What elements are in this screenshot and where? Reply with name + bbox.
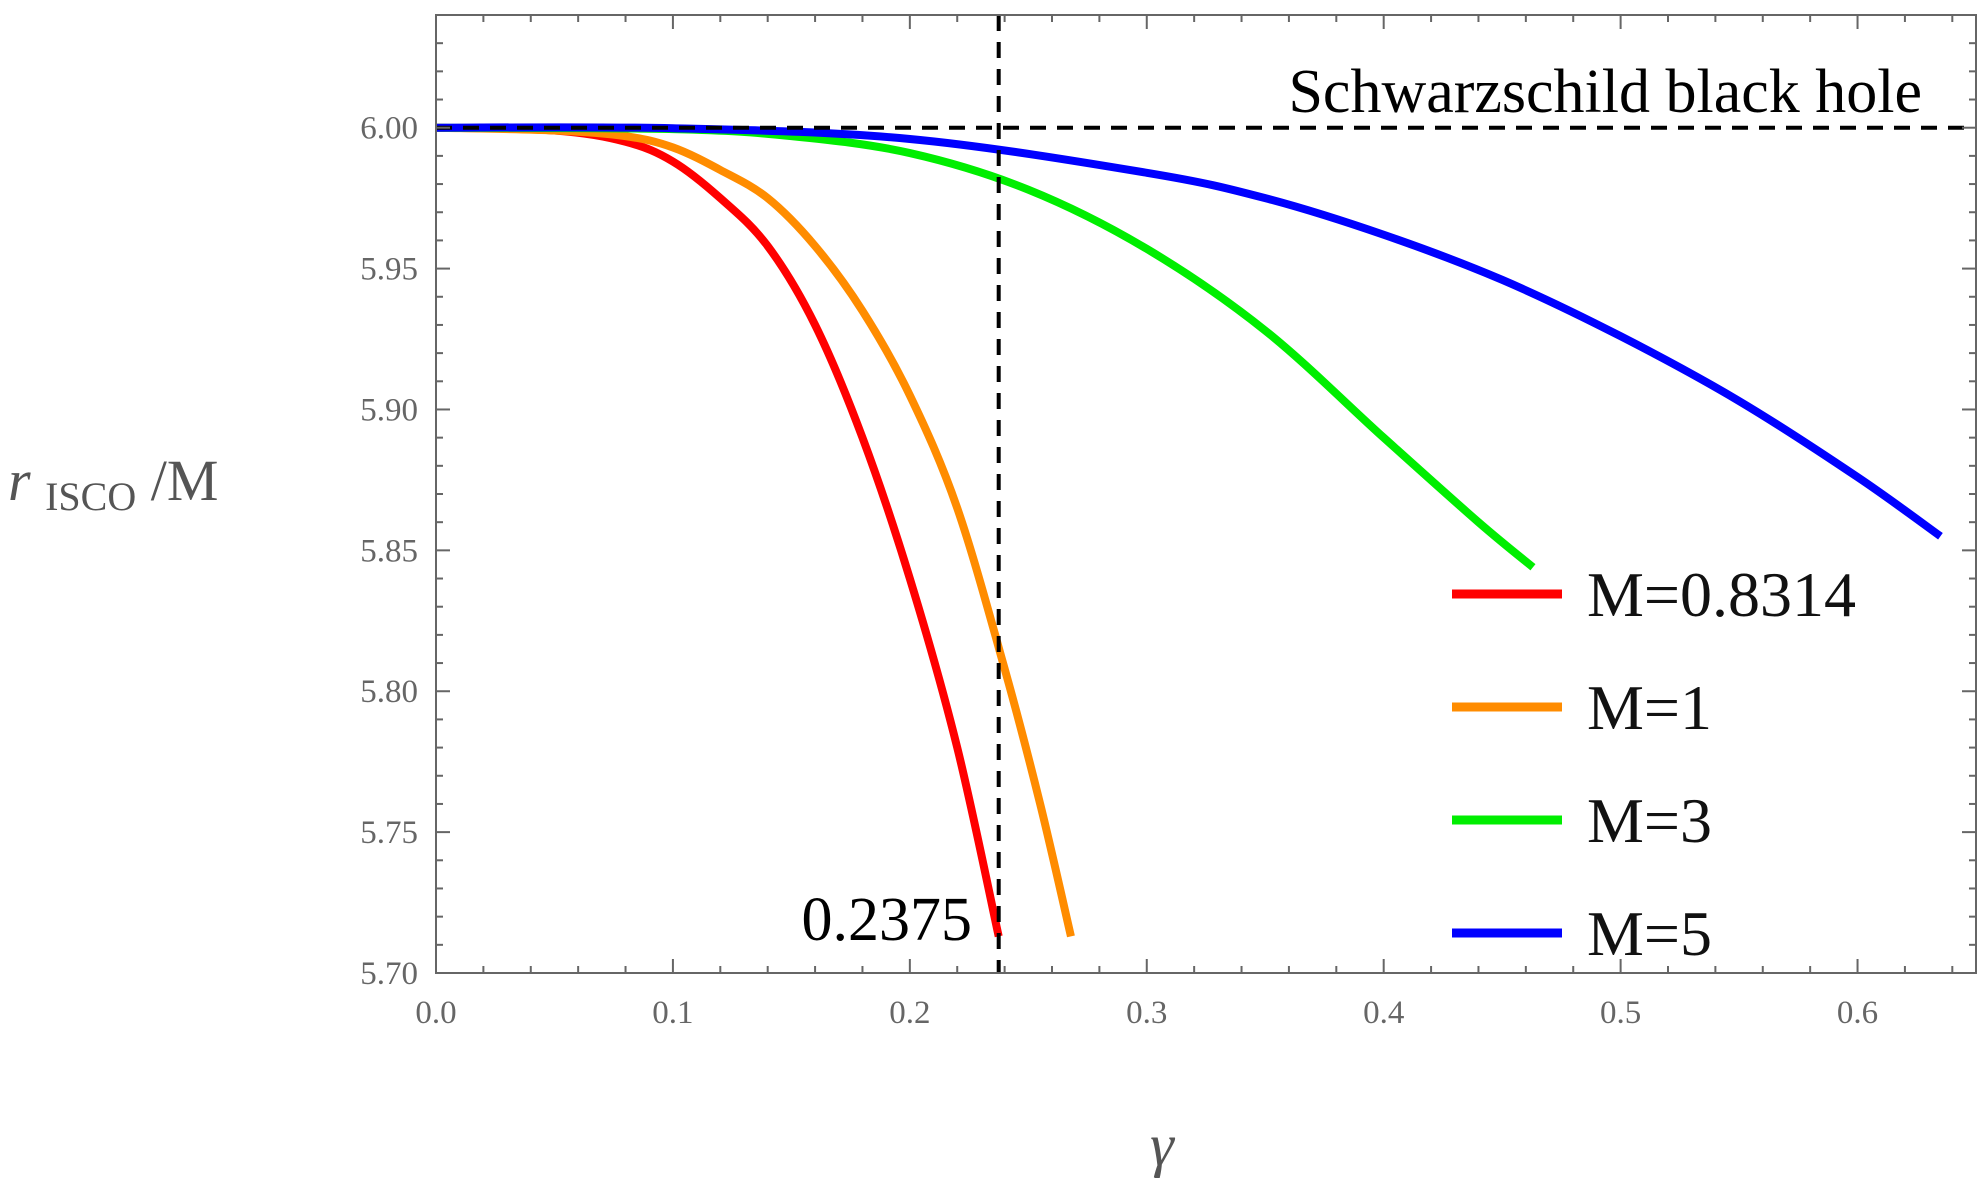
reference-lines (436, 15, 1976, 973)
x-tick-label: 0.1 (652, 995, 693, 1031)
x-tick-label: 0.3 (1126, 995, 1167, 1031)
y-tick-label: 5.70 (360, 956, 418, 992)
y-tick-label: 6.00 (360, 111, 418, 147)
x-axis-title: γ (1150, 1112, 1175, 1178)
y-tick-label: 5.75 (360, 815, 418, 851)
legend-label-2: M=1 (1587, 672, 1712, 743)
legend: M=0.8314 M=1 M=3 M=5 (1452, 559, 1856, 969)
x-tick-label: 0.6 (1837, 995, 1878, 1031)
x-tick-label: 0.5 (1600, 995, 1641, 1031)
y-axis-title-main: r (8, 448, 31, 513)
y-axis-title: r ISCO /M (8, 448, 218, 523)
series-line-2 (435, 123, 1075, 938)
x-tick-label: 0.2 (889, 995, 930, 1031)
series-line-1 (435, 123, 1003, 938)
schwarzschild-label: Schwarzschild black hole (1288, 58, 1922, 126)
y-tick-label: 5.80 (360, 674, 418, 710)
y-axis-title-subscript: ISCO (45, 474, 136, 519)
legend-label-3: M=3 (1587, 785, 1712, 856)
tick-labels: 0.0 0.1 0.2 0.3 0.4 0.5 0.6 5.70 5.75 5.80 5.85 5.9… (360, 111, 1878, 1031)
legend-label-1: M=0.8314 (1587, 559, 1856, 630)
y-tick-label: 5.95 (360, 252, 418, 288)
axis-ticks (435, 14, 1976, 974)
y-tick-label: 5.85 (360, 533, 418, 569)
x-tick-label: 0.0 (415, 995, 456, 1031)
x-tick-label: 0.4 (1363, 995, 1404, 1031)
gamma-critical-label: 0.2375 (802, 886, 973, 954)
legend-label-4: M=5 (1587, 898, 1712, 969)
y-tick-label: 5.90 (360, 392, 418, 428)
y-axis-title-suffix: /M (151, 448, 219, 513)
series-line-4 (435, 123, 1943, 540)
series-layer (435, 123, 1943, 938)
